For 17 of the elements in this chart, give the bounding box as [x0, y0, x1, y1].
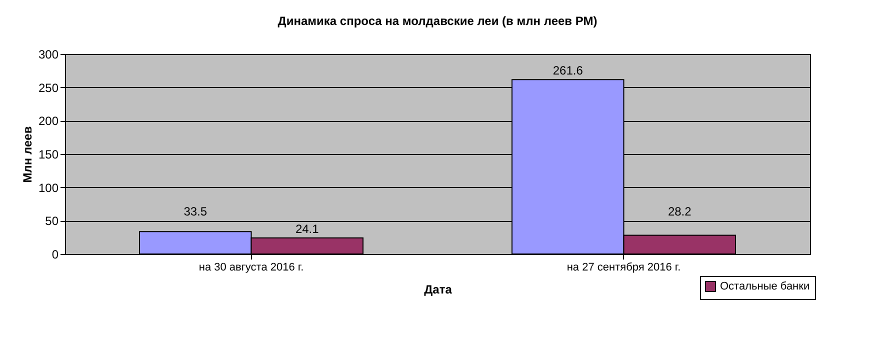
x-tick-label: на 30 августа 2016 г.: [198, 262, 304, 274]
data-label: 24.1: [295, 222, 320, 236]
data-label: 33.5: [184, 204, 208, 219]
y-tick-label: 100: [38, 180, 59, 195]
y-tick-label: 200: [38, 114, 59, 128]
y-axis-title: Млн леев: [20, 126, 34, 183]
data-label: 28.2: [668, 204, 692, 219]
y-tick-label: 250: [38, 80, 59, 95]
y-tick-label: 150: [38, 148, 59, 162]
x-tick-label: на 27 сентября 2016 г.: [566, 262, 681, 274]
x-axis-title: Дата: [424, 282, 452, 296]
legend-label: Остальные банки: [720, 280, 810, 292]
y-tick-label: 0: [52, 248, 59, 262]
chart-title: Динамика спроса на молдавские леи (в млн леев РМ): [278, 14, 598, 28]
data-label: 261.6: [552, 64, 584, 78]
y-tick-label: 300: [38, 48, 59, 62]
y-tick-label: 50: [45, 214, 59, 228]
